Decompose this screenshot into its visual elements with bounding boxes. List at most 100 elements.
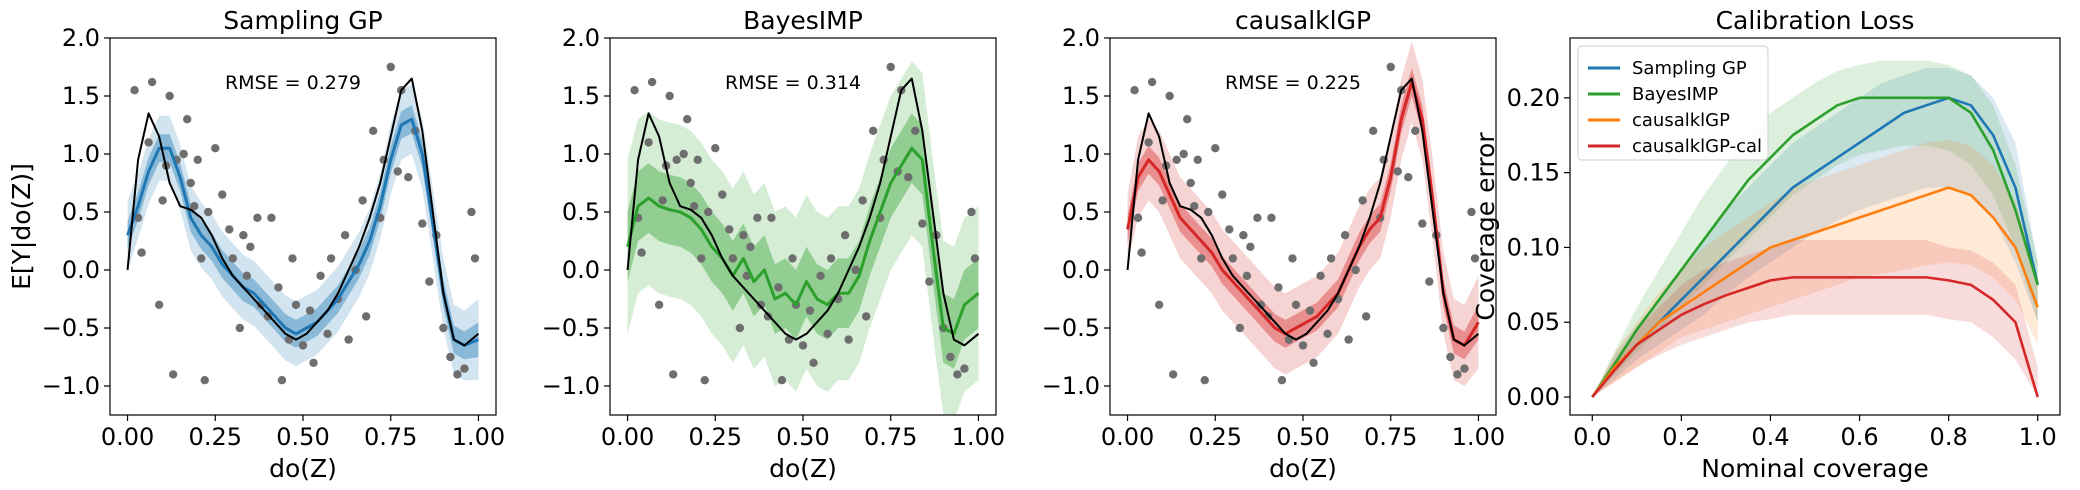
data-point bbox=[190, 202, 199, 211]
series-line-1 bbox=[1591, 96, 2039, 398]
chart-panel-2: RMSE = 0.314 0.00 0.25 0.50 0.75 1.00 −1.0 −0.5… bbox=[542, 6, 1005, 483]
x-tick-label: 0.8 bbox=[1930, 423, 1968, 451]
series-band-3 bbox=[1592, 139, 2038, 398]
series-line-3 bbox=[1591, 186, 2039, 398]
y-tick-label: 1.5 bbox=[562, 82, 600, 110]
y-tick-label: 0.5 bbox=[1062, 198, 1100, 226]
x-tick-label: 0.50 bbox=[276, 423, 329, 451]
legend-label-4: causalklGP-cal bbox=[1632, 136, 1762, 157]
data-point bbox=[1235, 323, 1245, 333]
data-point bbox=[630, 86, 639, 95]
data-point bbox=[665, 91, 674, 101]
data-point bbox=[1386, 62, 1395, 72]
data-point bbox=[774, 283, 783, 292]
data-point bbox=[840, 231, 850, 240]
legend-label-2: BayesIMP bbox=[1632, 84, 1718, 105]
y-tick-label: −0.5 bbox=[42, 314, 100, 342]
true-function-line bbox=[626, 77, 980, 347]
y-tick-label: −1.0 bbox=[1042, 372, 1100, 400]
data-point bbox=[1453, 370, 1462, 379]
data-point bbox=[1246, 242, 1255, 251]
data-point bbox=[344, 335, 353, 344]
data-point bbox=[679, 149, 688, 159]
data-point bbox=[154, 300, 164, 309]
data-point bbox=[851, 265, 860, 275]
data-point bbox=[309, 358, 318, 367]
data-point bbox=[644, 138, 653, 147]
x-tick-label: 0.75 bbox=[1364, 423, 1417, 451]
data-point bbox=[911, 126, 920, 135]
data-point bbox=[1305, 306, 1315, 315]
data-point bbox=[358, 196, 367, 205]
data-point bbox=[418, 219, 427, 228]
data-point bbox=[672, 155, 681, 164]
data-point bbox=[886, 62, 895, 72]
data-point bbox=[805, 306, 815, 315]
data-point bbox=[1165, 91, 1174, 101]
data-point bbox=[1183, 115, 1192, 124]
data-point bbox=[1274, 283, 1283, 292]
data-point bbox=[700, 376, 709, 385]
data-point bbox=[368, 126, 378, 135]
data-point bbox=[1158, 196, 1167, 205]
data-point bbox=[246, 242, 255, 251]
data-point bbox=[826, 254, 836, 263]
data-point bbox=[861, 312, 871, 321]
data-point bbox=[868, 126, 878, 135]
data-point bbox=[739, 231, 748, 240]
data-point bbox=[1225, 225, 1234, 234]
data-point bbox=[361, 312, 371, 321]
data-point bbox=[809, 358, 818, 367]
data-point bbox=[953, 370, 962, 379]
data-point bbox=[1323, 329, 1332, 338]
data-point bbox=[1193, 155, 1202, 164]
x-tick-label: 0.4 bbox=[1751, 423, 1789, 451]
data-point bbox=[305, 306, 315, 315]
plot-area bbox=[1126, 41, 1480, 386]
x-axis-label: Nominal coverage bbox=[1701, 454, 1928, 483]
x-tick-label: 0.25 bbox=[189, 423, 242, 451]
data-point bbox=[683, 115, 692, 124]
data-point bbox=[725, 225, 734, 234]
x-axis-label: do(Z) bbox=[1269, 454, 1337, 483]
data-point bbox=[1239, 231, 1248, 240]
legend-label-1: Sampling GP bbox=[1632, 58, 1747, 79]
data-point bbox=[1425, 277, 1434, 286]
x-tick-label: 1.0 bbox=[2019, 423, 2057, 451]
chart-title: Calibration Loss bbox=[1716, 6, 1915, 35]
y-tick-label: 0.10 bbox=[1507, 233, 1560, 261]
data-point bbox=[147, 77, 157, 87]
data-point bbox=[1168, 370, 1178, 379]
x-tick-label: 0.50 bbox=[1276, 423, 1329, 451]
data-point bbox=[386, 62, 395, 72]
chart-title: BayesIMP bbox=[743, 6, 863, 35]
data-point bbox=[193, 155, 202, 164]
plot-area bbox=[126, 62, 480, 385]
plot-area bbox=[626, 61, 980, 415]
data-point bbox=[654, 300, 664, 309]
data-point bbox=[130, 86, 139, 95]
data-point bbox=[323, 329, 332, 338]
data-point bbox=[1200, 376, 1209, 385]
chart-title: Sampling GP bbox=[223, 6, 382, 35]
data-point bbox=[404, 173, 413, 182]
chart-panel-3: RMSE = 0.225 0.00 0.25 0.50 0.75 1.00 −1.0 −0.5… bbox=[1042, 6, 1505, 483]
y-tick-label: 2.0 bbox=[562, 24, 600, 52]
data-point bbox=[183, 115, 192, 124]
x-tick-label: 1.00 bbox=[452, 423, 505, 451]
data-point bbox=[690, 202, 699, 211]
data-point bbox=[439, 323, 448, 333]
data-point bbox=[1179, 149, 1188, 159]
data-point bbox=[267, 213, 276, 222]
y-tick-label: 0.0 bbox=[62, 256, 100, 284]
series-line-2 bbox=[1591, 96, 2039, 398]
data-point bbox=[1172, 155, 1181, 164]
x-tick-label: 0.75 bbox=[364, 423, 417, 451]
data-point bbox=[186, 178, 195, 188]
data-point bbox=[225, 225, 234, 234]
data-point bbox=[235, 323, 245, 333]
plot-area bbox=[1591, 60, 2039, 398]
data-point bbox=[1344, 335, 1353, 344]
data-point bbox=[211, 144, 220, 153]
posterior-mean-line bbox=[626, 146, 980, 336]
